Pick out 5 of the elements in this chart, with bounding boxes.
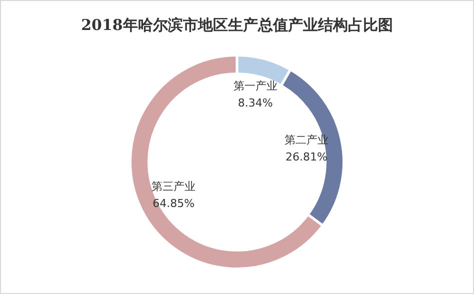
data-label: 8.34% xyxy=(238,96,273,110)
slice-label: 第一产业 xyxy=(233,79,278,92)
slice-label: 第三产业 xyxy=(152,180,196,193)
data-label: 64.85% xyxy=(152,196,195,210)
chart-title: 2018年哈尔滨市地区生产总值产业结构占比图 xyxy=(81,16,393,34)
